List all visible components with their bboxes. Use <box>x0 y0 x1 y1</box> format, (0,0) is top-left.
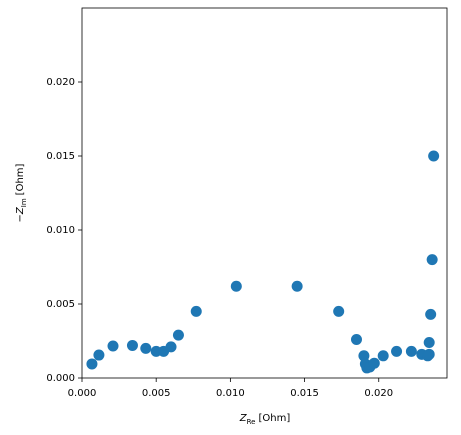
y-tick-label: 0.005 <box>46 299 75 310</box>
point <box>426 254 438 266</box>
point <box>333 305 345 317</box>
x-label-symbol: Z <box>239 413 248 424</box>
point <box>140 342 152 354</box>
y-tick-label: 0.010 <box>46 225 75 236</box>
x-tick-label: 0.020 <box>364 388 393 399</box>
x-label-subscript: Re <box>247 418 256 426</box>
y-tick-label: 0.015 <box>46 151 75 162</box>
x-tick-label: 0.015 <box>290 388 319 399</box>
point <box>391 345 403 357</box>
point <box>423 336 435 348</box>
point <box>428 150 440 162</box>
y-axis-label: −ZIm [Ohm] <box>15 163 28 222</box>
y-tick-label: 0.000 <box>46 373 75 384</box>
point <box>377 350 389 362</box>
point <box>107 340 119 352</box>
point <box>425 308 437 320</box>
point <box>93 349 105 361</box>
y-label-prefix: − <box>15 214 26 222</box>
x-tick-label: 0.005 <box>142 388 171 399</box>
point <box>291 280 303 292</box>
point <box>405 345 417 357</box>
y-label-subscript: Im <box>20 198 28 207</box>
x-axis-label: ZRe [Ohm] <box>239 413 291 426</box>
point <box>368 357 380 369</box>
point <box>358 350 370 362</box>
x-label-unit: [Ohm] <box>258 413 290 424</box>
x-tick-label: 0.010 <box>216 388 245 399</box>
point <box>165 341 177 353</box>
point <box>190 305 202 317</box>
point <box>350 334 362 346</box>
point <box>126 339 138 351</box>
point <box>172 329 184 341</box>
point <box>230 280 242 292</box>
x-tick-label: 0.000 <box>68 388 97 399</box>
point <box>423 348 435 360</box>
y-tick-label: 0.020 <box>46 77 75 88</box>
plot-frame <box>81 7 448 379</box>
y-label-unit: [Ohm] <box>15 163 26 195</box>
point <box>86 358 98 370</box>
y-label-symbol: Z <box>15 206 26 215</box>
